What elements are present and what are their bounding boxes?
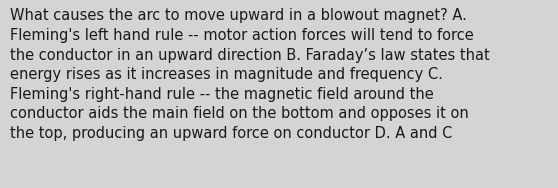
Text: What causes the arc to move upward in a blowout magnet? A.
Fleming's left hand r: What causes the arc to move upward in a … [10,8,490,141]
